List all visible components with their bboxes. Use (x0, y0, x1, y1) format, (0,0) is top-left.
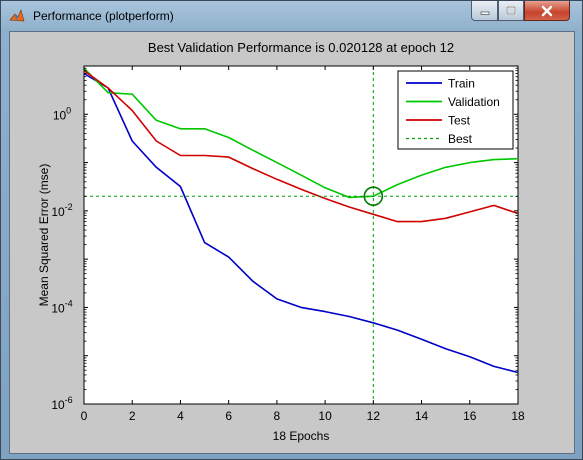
series-line-test (83, 70, 519, 223)
x-tick-label: 14 (415, 409, 429, 423)
legend-label-best: Best (448, 132, 473, 146)
y-axis-label: Mean Squared Error (mse) (37, 164, 51, 307)
y-tick-label: 100 (53, 105, 71, 122)
y-tick-exponent: -2 (65, 202, 73, 212)
close-button[interactable] (524, 1, 570, 21)
x-axis-label: 18 Epochs (273, 429, 330, 443)
y-tick-label: 10-4 (51, 298, 72, 315)
y-tick-label: 10-2 (51, 202, 72, 219)
legend: Train Validation Test Best (397, 70, 514, 150)
x-tick-label: 10 (318, 409, 332, 423)
maximize-button[interactable] (498, 1, 524, 21)
maximize-icon (506, 5, 516, 15)
legend-label-validation: Validation (448, 95, 500, 109)
minimize-icon (480, 11, 489, 15)
legend-label-train: Train (448, 77, 475, 91)
y-tick-base: 10 (53, 108, 67, 122)
x-tick-label: 12 (367, 409, 381, 423)
chart-title: Best Validation Performance is 0.020128 … (148, 40, 454, 55)
figure-canvas: Best Validation Performance is 0.020128 … (9, 31, 575, 454)
matlab-icon (9, 9, 25, 22)
y-tick-exponent: -4 (65, 298, 73, 308)
legend-box (397, 70, 514, 150)
series-line-validation (83, 67, 519, 199)
y-tick-exponent: 0 (66, 105, 71, 115)
series-line-train (83, 72, 519, 374)
x-tick-label: 0 (81, 409, 88, 423)
window-title: Performance (plotperform) (33, 9, 174, 23)
title-bar[interactable]: Performance (plotperform) (1, 1, 582, 31)
x-tick-label: 8 (274, 409, 281, 423)
minimize-button[interactable] (471, 1, 498, 21)
close-icon (541, 5, 553, 16)
y-tick-exponent: -6 (65, 395, 73, 405)
legend-label-test: Test (448, 114, 471, 128)
best-marker (363, 186, 384, 206)
y-tick-base: 10 (51, 205, 65, 219)
y-tick-label: 10-6 (51, 395, 72, 412)
x-tick-label: 16 (463, 409, 477, 423)
x-tick-label: 6 (225, 409, 232, 423)
performance-chart: Best Validation Performance is 0.020128 … (37, 40, 525, 443)
y-tick-base: 10 (51, 301, 65, 315)
y-tick-base: 10 (51, 398, 65, 412)
x-tick-label: 4 (177, 409, 184, 423)
x-tick-label: 2 (129, 409, 136, 423)
x-tick-label: 18 (511, 409, 525, 423)
